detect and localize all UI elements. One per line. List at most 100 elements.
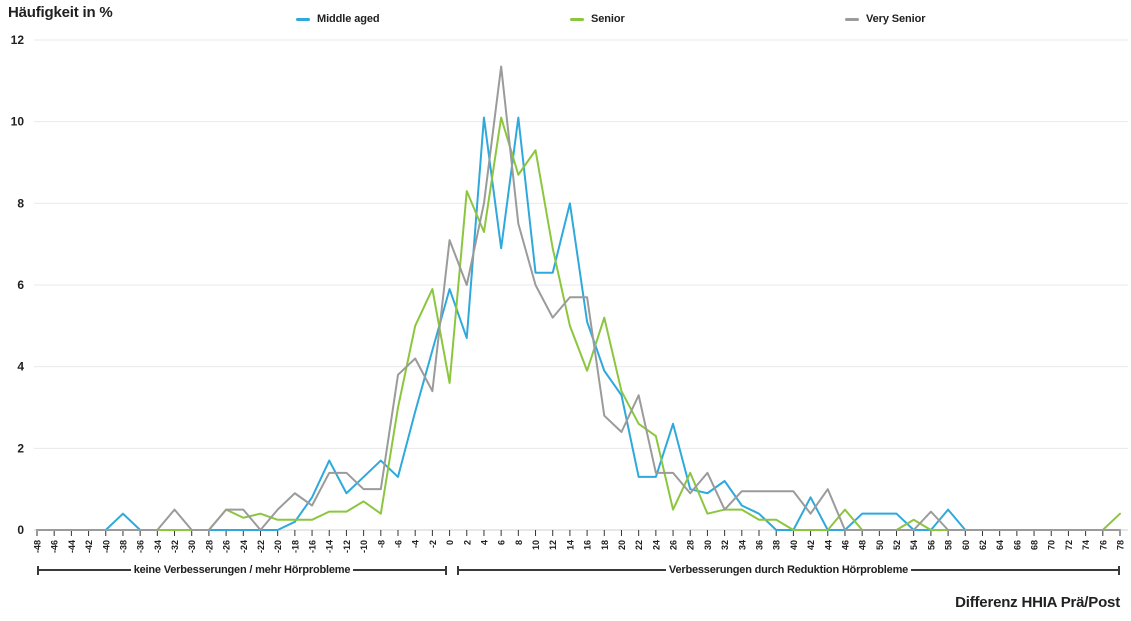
- svg-text:10: 10: [11, 115, 25, 129]
- bracket-left-line-b: [353, 569, 445, 571]
- svg-text:2: 2: [462, 540, 472, 545]
- svg-text:-22: -22: [256, 540, 266, 553]
- gridlines: [34, 39, 1128, 531]
- svg-text:52: 52: [892, 540, 902, 550]
- svg-text:-34: -34: [153, 540, 163, 553]
- svg-text:12: 12: [11, 33, 25, 47]
- svg-text:74: 74: [1081, 540, 1091, 550]
- series-line-middle-aged: [36, 116, 1121, 531]
- svg-text:8: 8: [514, 540, 524, 545]
- svg-text:44: 44: [823, 540, 833, 550]
- svg-text:62: 62: [978, 540, 988, 550]
- bracket-right-line-a: [459, 569, 666, 571]
- legend-label-senior: Senior: [591, 13, 625, 25]
- svg-text:-20: -20: [273, 540, 283, 553]
- svg-text:-10: -10: [359, 540, 369, 553]
- svg-text:-32: -32: [170, 540, 180, 553]
- legend-swatch-very-senior-icon: [845, 17, 859, 21]
- svg-text:8: 8: [17, 196, 24, 210]
- legend-swatch-senior-icon: [570, 17, 584, 21]
- bracket-right-start-cap: [457, 565, 459, 575]
- legend-label-middle-aged: Middle aged: [317, 13, 380, 25]
- svg-text:6: 6: [17, 278, 24, 292]
- svg-text:38: 38: [772, 540, 782, 550]
- x-axis-title: Differenz HHIA Prä/Post: [955, 594, 1120, 611]
- bracket-left-start-cap: [37, 565, 39, 575]
- svg-text:0: 0: [17, 523, 24, 537]
- svg-text:-16: -16: [308, 540, 318, 553]
- svg-text:42: 42: [806, 540, 816, 550]
- svg-text:-28: -28: [204, 540, 214, 553]
- bracket-improvement: Verbesserungen durch Reduktion Hörproble…: [457, 563, 1120, 577]
- svg-text:18: 18: [600, 540, 610, 550]
- svg-text:22: 22: [634, 540, 644, 550]
- svg-text:0: 0: [445, 540, 455, 545]
- svg-text:26: 26: [669, 540, 679, 550]
- legend-item-middle-aged: Middle aged: [296, 13, 380, 25]
- svg-text:-48: -48: [33, 540, 43, 553]
- svg-text:24: 24: [651, 540, 661, 550]
- svg-text:-26: -26: [222, 540, 232, 553]
- svg-text:12: 12: [548, 540, 558, 550]
- legend-label-very-senior: Very Senior: [866, 13, 926, 25]
- bracket-left-label: keine Verbesserungen / mehr Hörprobleme: [133, 564, 351, 576]
- svg-text:36: 36: [755, 540, 765, 550]
- svg-text:70: 70: [1047, 540, 1057, 550]
- svg-text:2: 2: [17, 441, 24, 455]
- svg-text:-42: -42: [84, 540, 94, 553]
- svg-text:-30: -30: [187, 540, 197, 553]
- svg-text:30: 30: [703, 540, 713, 550]
- svg-text:20: 20: [617, 540, 627, 550]
- series-line-very-senior: [36, 65, 1121, 531]
- svg-text:58: 58: [944, 540, 954, 550]
- bracket-no-improvement: keine Verbesserungen / mehr Hörprobleme: [37, 563, 447, 577]
- legend-item-very-senior: Very Senior: [845, 13, 926, 25]
- svg-text:68: 68: [1030, 540, 1040, 550]
- svg-text:4: 4: [479, 540, 489, 545]
- svg-text:72: 72: [1064, 540, 1074, 550]
- bracket-right-end-cap: [1118, 565, 1120, 575]
- svg-text:-46: -46: [50, 540, 60, 553]
- svg-text:-24: -24: [239, 540, 249, 553]
- legend-swatch-middle-aged-icon: [296, 17, 310, 21]
- svg-text:4: 4: [17, 360, 24, 374]
- svg-text:14: 14: [565, 540, 575, 550]
- legend-item-senior: Senior: [570, 13, 625, 25]
- series-line-senior: [36, 116, 1121, 531]
- svg-text:-2: -2: [428, 540, 438, 548]
- svg-text:6: 6: [497, 540, 507, 545]
- svg-text:76: 76: [1098, 540, 1108, 550]
- svg-text:16: 16: [583, 540, 593, 550]
- svg-text:-36: -36: [136, 540, 146, 553]
- svg-text:48: 48: [858, 540, 868, 550]
- svg-text:32: 32: [720, 540, 730, 550]
- svg-text:-12: -12: [342, 540, 352, 553]
- bracket-left-line-a: [39, 569, 131, 571]
- svg-text:46: 46: [840, 540, 850, 550]
- svg-text:64: 64: [995, 540, 1005, 550]
- svg-text:40: 40: [789, 540, 799, 550]
- svg-text:-44: -44: [67, 540, 77, 553]
- svg-text:10: 10: [531, 540, 541, 550]
- svg-text:-6: -6: [394, 540, 404, 548]
- svg-text:-14: -14: [325, 540, 335, 553]
- svg-text:34: 34: [737, 540, 747, 550]
- svg-text:50: 50: [875, 540, 885, 550]
- svg-text:-18: -18: [290, 540, 300, 553]
- y-axis-labels: 0 2 4 6 8 10 12: [11, 33, 25, 537]
- svg-text:56: 56: [926, 540, 936, 550]
- x-axis-labels: -48 -46 -44 -42 -40 -38 -36 -34 -32 -30 -28 -26 -24-…: [33, 540, 1126, 553]
- svg-text:60: 60: [961, 540, 971, 550]
- svg-text:-40: -40: [101, 540, 111, 553]
- bracket-left-end-cap: [445, 565, 447, 575]
- bracket-right-line-b: [911, 569, 1118, 571]
- svg-text:-4: -4: [411, 540, 421, 548]
- chart-title: Häufigkeit in %: [8, 4, 113, 21]
- svg-text:54: 54: [909, 540, 919, 550]
- svg-text:28: 28: [686, 540, 696, 550]
- bracket-right-label: Verbesserungen durch Reduktion Hörproble…: [668, 564, 909, 576]
- svg-text:78: 78: [1116, 540, 1126, 550]
- svg-text:-38: -38: [118, 540, 128, 553]
